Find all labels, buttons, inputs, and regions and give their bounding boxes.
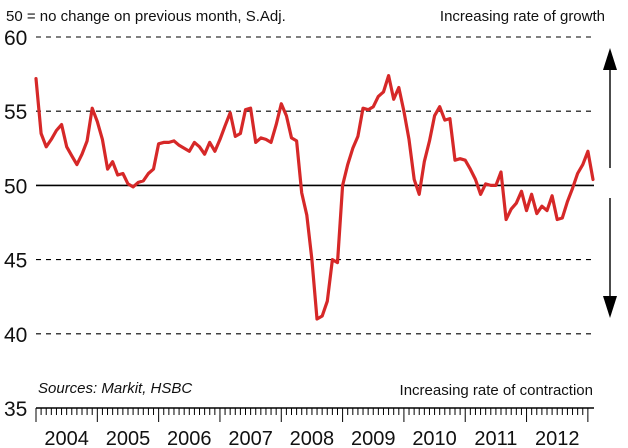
sources-text: Sources: Markit, HSBC — [38, 380, 192, 397]
y-tick-label-45: 45 — [4, 250, 27, 273]
y-tick-label-60: 60 — [4, 27, 27, 50]
x-tick-label-2012: 2012 — [535, 428, 580, 448]
x-tick-label-2010: 2010 — [412, 428, 457, 448]
x-tick-label-2007: 2007 — [228, 428, 273, 448]
y-tick-label-35: 35 — [4, 398, 27, 421]
down-arrow-icon — [603, 296, 617, 318]
y-tick-labels: 35 40 45 50 55 60 — [4, 27, 27, 421]
series-layer — [34, 73, 595, 321]
series-line-0 — [34, 73, 595, 321]
x-axis — [35, 407, 594, 422]
x-tick-label-2005: 2005 — [106, 428, 151, 448]
y-tick-label-50: 50 — [4, 175, 27, 198]
top-label: Increasing rate of growth — [440, 8, 605, 25]
bottom-label: Increasing rate of contraction — [400, 382, 593, 399]
y-tick-label-40: 40 — [4, 324, 27, 347]
y-tick-label-55: 55 — [4, 101, 27, 124]
x-tick-label-2009: 2009 — [351, 428, 396, 448]
direction-arrows — [603, 48, 617, 318]
x-tick-labels: 2004 2005 2006 2007 2008 2009 2010 2011 2012 — [44, 428, 579, 448]
x-tick-label-2011: 2011 — [474, 428, 517, 448]
x-tick-label-2004: 2004 — [44, 428, 89, 448]
up-arrow-icon — [603, 48, 617, 70]
note-text: 50 = no change on previous month, S.Adj. — [6, 8, 286, 25]
x-tick-label-2008: 2008 — [290, 428, 335, 448]
x-tick-label-2006: 2006 — [167, 428, 212, 448]
